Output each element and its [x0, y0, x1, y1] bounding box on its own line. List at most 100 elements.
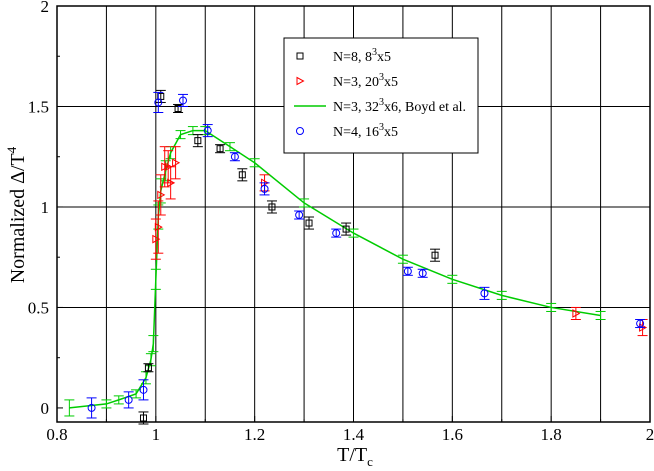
point-marker [167, 178, 176, 188]
y-tick-label: 2 [41, 0, 50, 16]
data-point [331, 228, 342, 238]
point-marker [403, 267, 412, 276]
x-tick-label: 0.8 [46, 425, 67, 444]
y-tick-label: 1 [41, 198, 50, 217]
series-lines [64, 126, 606, 417]
data-point [294, 210, 305, 220]
point-marker [342, 225, 350, 233]
data-point [138, 379, 149, 401]
x-tick-label: 2 [646, 425, 654, 444]
point-marker [124, 395, 133, 404]
legend-label: N=8, 83x5 [333, 47, 391, 65]
legend-swatch [296, 127, 304, 135]
data-point [155, 174, 166, 216]
y-tick-label: 1.5 [28, 97, 49, 116]
data-point [430, 248, 441, 262]
data-point [215, 144, 226, 154]
point-marker [230, 152, 239, 161]
data-point [237, 168, 248, 182]
legend-label: N=3, 323x6, Boyd et al. [333, 97, 466, 115]
data-point [175, 130, 186, 140]
x-tick-label: 1.6 [442, 425, 463, 444]
point-marker [172, 158, 181, 168]
data-point [101, 399, 112, 409]
data-point [249, 158, 260, 168]
point-marker [154, 98, 163, 107]
data-point [123, 391, 134, 409]
point-marker [295, 211, 304, 220]
data-point [479, 286, 490, 300]
data-point [202, 124, 213, 138]
point-marker [480, 289, 489, 298]
data-point [153, 200, 164, 254]
data-point [153, 91, 164, 114]
legend-entry: N=3, 323x6, Boyd et al. [294, 97, 466, 115]
data-point [397, 254, 408, 264]
legend-entry: N=3, 203x5 [296, 72, 398, 90]
point-marker [572, 309, 581, 318]
y-axis-label: Normalized Δ/T4 [4, 146, 29, 283]
point-marker [268, 203, 276, 211]
legend-entry: N=8, 83x5 [296, 47, 391, 65]
data-point [402, 266, 413, 276]
data-point [143, 363, 154, 373]
data-point [447, 274, 458, 284]
point-marker [203, 126, 212, 135]
data-point [86, 397, 97, 419]
data-point [173, 103, 184, 114]
point-marker [260, 184, 269, 193]
point-marker [144, 364, 152, 372]
point-marker [139, 385, 148, 394]
data-point [192, 134, 203, 148]
data-point [341, 222, 352, 236]
point-marker [174, 104, 182, 112]
data-point [165, 146, 176, 160]
point-marker [332, 229, 341, 238]
data-point [113, 395, 124, 405]
point-marker [154, 222, 163, 232]
data-point [259, 182, 270, 196]
legend-entry: N=4, 163x5 [296, 122, 398, 140]
axis-ticks: 0.8 1 1.2 1.4 1.6 1.8 2 0 0.5 1 1.5 2 [28, 0, 654, 444]
point-marker [238, 171, 246, 179]
data-point [546, 302, 557, 312]
data-point [304, 216, 315, 230]
data-point [64, 399, 75, 417]
data-point [165, 166, 176, 200]
point-marker [194, 137, 202, 145]
x-tick-label: 1.8 [541, 425, 562, 444]
data-point [496, 290, 507, 300]
point-marker [157, 190, 166, 200]
data-point [140, 371, 151, 385]
data-point [348, 228, 359, 238]
legend: N=8, 83x5 N=3, 203x5 N=3, 323x6, Boyd et a… [283, 37, 479, 154]
point-marker [139, 414, 147, 422]
data-point [148, 335, 159, 353]
data-point [170, 146, 181, 180]
y-tick-label: 0 [41, 399, 50, 418]
data-point [150, 268, 161, 290]
point-marker [216, 145, 224, 153]
x-axis-label: T/Tc [337, 444, 373, 469]
point-marker [179, 96, 188, 105]
point-marker [164, 162, 173, 172]
legend-swatch [296, 52, 304, 60]
point-marker [87, 403, 96, 412]
legend-label: N=3, 203x5 [333, 72, 398, 90]
data-point [570, 306, 581, 321]
data-point [299, 198, 310, 208]
series-line [69, 129, 601, 409]
data-point [417, 268, 428, 278]
point-marker [431, 251, 439, 259]
legend-box [283, 37, 479, 154]
legend-label: N=4, 163x5 [333, 122, 398, 140]
data-point [178, 93, 189, 107]
point-marker [152, 234, 161, 244]
data-point [150, 218, 161, 260]
data-point [266, 200, 277, 214]
x-tick-label: 1 [152, 425, 161, 444]
y-tick-label: 0.5 [28, 298, 49, 317]
point-marker [305, 219, 313, 227]
legend-swatch [296, 76, 305, 86]
